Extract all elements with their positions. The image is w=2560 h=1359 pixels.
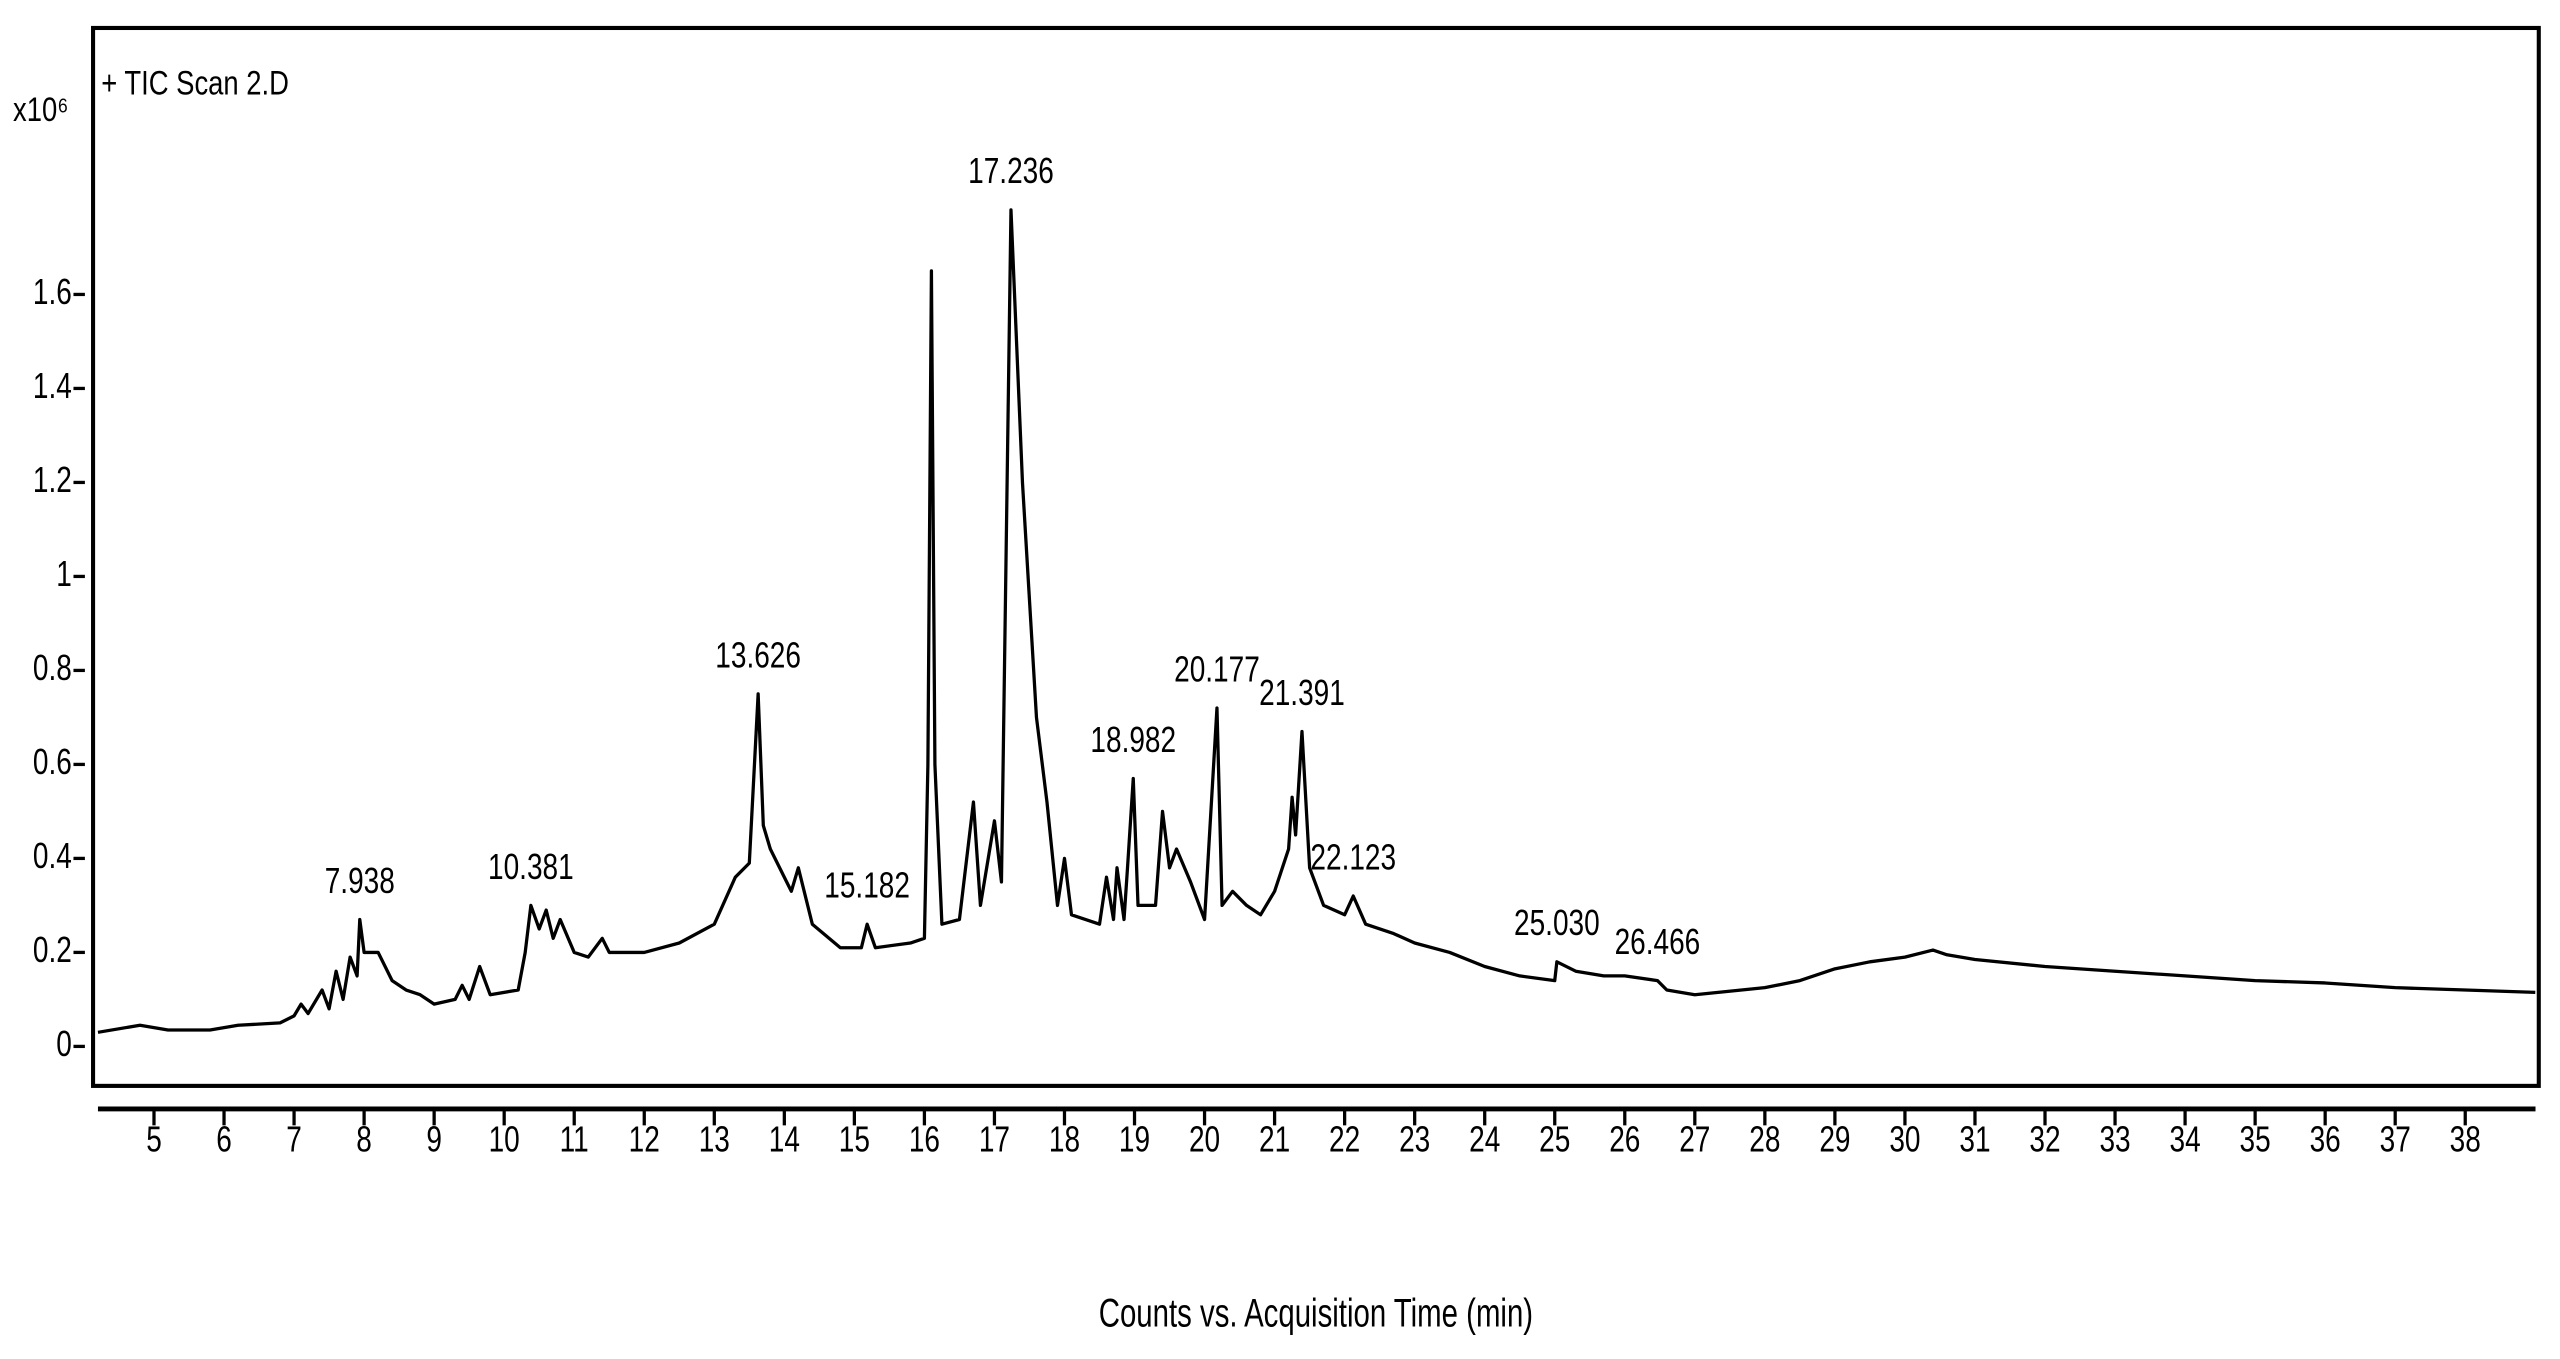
- y-tick-label: 1.6: [33, 272, 72, 312]
- x-tick-label: 18: [1049, 1119, 1080, 1159]
- x-tick-label: 13: [699, 1119, 730, 1159]
- y-tick-label: 0: [56, 1024, 72, 1064]
- peak-label: 18.982: [1090, 719, 1176, 759]
- x-tick-label: 26: [1609, 1119, 1640, 1159]
- chart-title: + TIC Scan 2.D: [101, 64, 289, 103]
- plot-frame: [91, 25, 2541, 1088]
- x-tick-label: 9: [426, 1119, 442, 1159]
- trace: [97, 208, 2536, 1034]
- x-tick-label: 14: [769, 1119, 800, 1159]
- x-tick-label: 23: [1399, 1119, 1430, 1159]
- x-tick-label: 20: [1189, 1119, 1220, 1159]
- peak-label: 13.626: [715, 635, 801, 675]
- y-tick-label: 1: [56, 554, 72, 594]
- x-tick-label: 38: [2450, 1119, 2481, 1159]
- x-tick-label: 6: [216, 1119, 232, 1159]
- peak-label: 7.938: [325, 860, 395, 900]
- x-tick-label: 34: [2170, 1119, 2201, 1159]
- y-tick-label: 0.8: [33, 648, 72, 688]
- y-tick-label: 0.2: [33, 930, 72, 970]
- x-tick-label: 17: [979, 1119, 1010, 1159]
- x-tick-label: 36: [2310, 1119, 2341, 1159]
- x-tick-label: 12: [629, 1119, 660, 1159]
- x-tick-label: 33: [2099, 1119, 2130, 1159]
- y-tick-label: 1.2: [33, 460, 72, 500]
- peak-label: 10.381: [488, 846, 574, 886]
- y-tick-label: 0.4: [33, 836, 72, 876]
- x-tick-label: 8: [356, 1119, 372, 1159]
- x-tick-label: 16: [909, 1119, 940, 1159]
- x-tick-label: 11: [560, 1119, 589, 1159]
- peak-label: 26.466: [1615, 922, 1701, 962]
- x-axis-label: Counts vs. Acquisition Time (min): [1099, 1291, 1533, 1335]
- x-tick-label: 15: [839, 1119, 870, 1159]
- x-tick-label: 5: [146, 1119, 162, 1159]
- x-tick-label: 25: [1539, 1119, 1570, 1159]
- peak-label: 22.123: [1310, 837, 1396, 877]
- x-tick-label: 24: [1469, 1119, 1500, 1159]
- x-tick-label: 19: [1119, 1119, 1150, 1159]
- peak-label: 25.030: [1514, 903, 1600, 943]
- peak-label: 20.177: [1174, 649, 1260, 689]
- x-tick-label: 7: [286, 1119, 302, 1159]
- x-tick-label: 30: [1889, 1119, 1920, 1159]
- x-tick-label: 29: [1819, 1119, 1850, 1159]
- x-tick-label: 22: [1329, 1119, 1360, 1159]
- peak-label: 15.182: [824, 865, 910, 905]
- x-tick-label: 37: [2380, 1119, 2411, 1159]
- x-tick-label: 35: [2240, 1119, 2271, 1159]
- x-tick-label: 27: [1679, 1119, 1710, 1159]
- peak-label: 21.391: [1259, 672, 1345, 712]
- x-tick-label: 32: [2029, 1119, 2060, 1159]
- x-tick-label: 31: [1959, 1119, 1990, 1159]
- x-tick-label: 10: [489, 1119, 520, 1159]
- x-tick-label: 28: [1749, 1119, 1780, 1159]
- x-tick-label: 21: [1259, 1119, 1290, 1159]
- y-tick-label: 0.6: [33, 742, 72, 782]
- y-unit: x10⁶: [13, 90, 69, 129]
- peak-label: 17.236: [968, 151, 1054, 191]
- y-tick-label: 1.4: [33, 366, 72, 406]
